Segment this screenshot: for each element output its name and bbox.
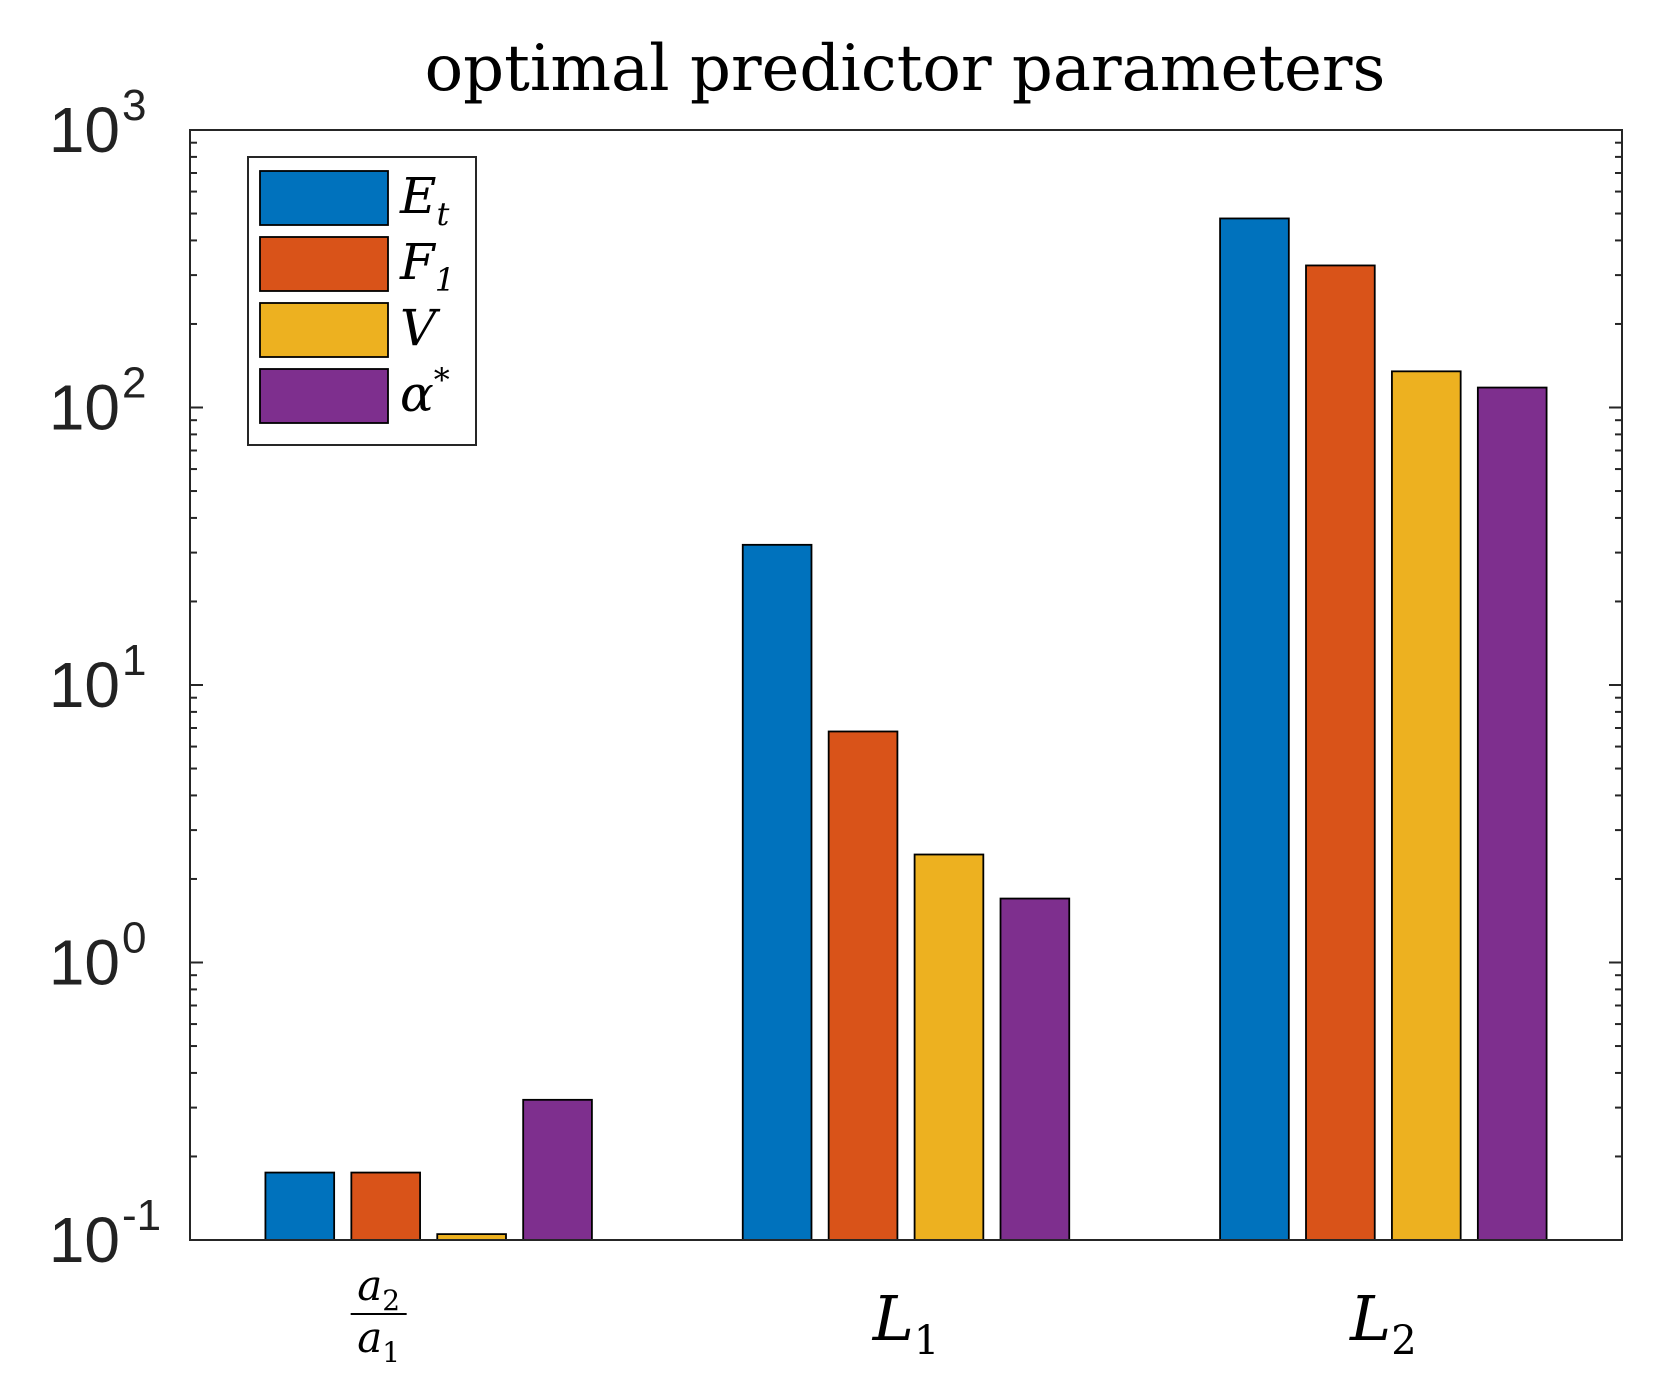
legend-swatch[interactable]: [259, 170, 389, 226]
y-tick-exponent: 0: [122, 914, 146, 963]
y-tick-label: 10: [49, 649, 120, 721]
axis-ticks: [190, 141, 1622, 1241]
x-label: L1: [872, 1282, 940, 1364]
bar-2-2[interactable]: [827, 730, 899, 1241]
y-tick-exponent: -1: [122, 1191, 161, 1240]
x-label-numerator: a2: [357, 1261, 400, 1317]
bar-3-1[interactable]: [1219, 217, 1290, 1241]
y-tick-exponent: 1: [122, 636, 146, 685]
legend-label[interactable]: Et: [399, 167, 450, 233]
legend-label[interactable]: F1: [399, 233, 455, 299]
bar-3-4[interactable]: [1476, 386, 1548, 1241]
y-tick-label: 10: [49, 94, 120, 166]
bar-1-1[interactable]: [264, 1171, 336, 1241]
legend-label[interactable]: α*: [400, 361, 450, 423]
y-tick-label: 10: [49, 372, 120, 444]
bar-3-2[interactable]: [1305, 264, 1376, 1241]
bar-2-1[interactable]: [741, 543, 813, 1241]
bar-1-4[interactable]: [522, 1098, 593, 1241]
x-label-denominator: a1: [357, 1313, 400, 1369]
bar-2-3[interactable]: [913, 853, 985, 1241]
chart-title: optimal predictor parameters: [425, 32, 1386, 106]
legend-label[interactable]: V: [400, 299, 441, 357]
y-tick-label: 10: [49, 927, 120, 999]
legend-swatch[interactable]: [259, 368, 389, 424]
x-label: L2: [1349, 1282, 1417, 1364]
bars: [264, 217, 1548, 1241]
legend-swatch[interactable]: [259, 302, 389, 358]
bar-1-2[interactable]: [350, 1171, 421, 1241]
legend-swatch[interactable]: [259, 236, 389, 292]
bar-2-4[interactable]: [999, 897, 1071, 1241]
bar-3-3[interactable]: [1391, 370, 1462, 1241]
y-tick-exponent: 3: [122, 81, 146, 130]
plot-frame: [189, 129, 1623, 1241]
y-tick-label: 10: [49, 1204, 120, 1276]
y-tick-exponent: 2: [122, 359, 146, 408]
